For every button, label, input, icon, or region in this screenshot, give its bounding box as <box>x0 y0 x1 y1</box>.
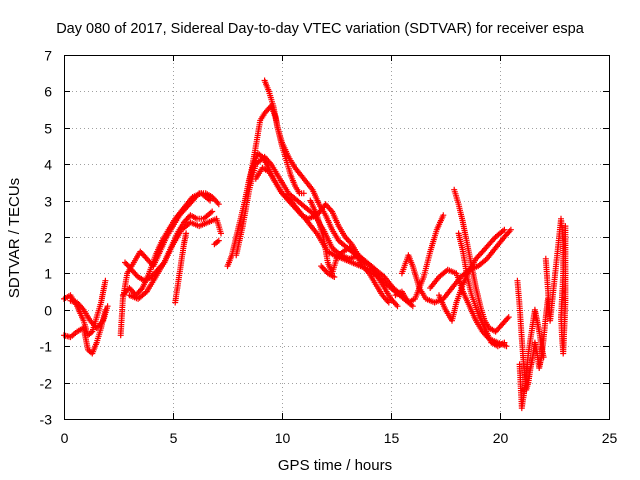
series-track-17 <box>392 212 447 306</box>
series-track-8 <box>172 230 190 306</box>
series-track-16 <box>318 263 338 280</box>
data-point <box>540 354 547 361</box>
data-point <box>215 201 222 208</box>
data-point <box>503 343 510 350</box>
series-track-24 <box>516 306 547 412</box>
data-point <box>501 339 508 346</box>
data-point <box>562 223 569 230</box>
data-point <box>300 190 307 197</box>
data-point <box>385 299 392 306</box>
x-tick-label: 10 <box>275 430 291 446</box>
data-point <box>409 303 416 310</box>
y-tick-label: 7 <box>44 48 52 64</box>
x-axis-label: GPS time / hours <box>278 457 392 474</box>
data-point <box>104 303 111 310</box>
y-axis-label: SDTVAR / TECUs <box>6 178 23 298</box>
axis-ticks: 0 5 10 15 20 25 -3 -2 -1 0 1 2 3 4 5 6 7 <box>40 48 618 447</box>
series-track-5 <box>119 190 214 299</box>
y-tick-label: -1 <box>40 339 53 355</box>
series-track-6 <box>122 208 216 284</box>
data-point <box>440 212 447 219</box>
y-tick-label: 4 <box>44 157 52 173</box>
series-track-25 <box>542 215 569 357</box>
chart-title: Day 080 of 2017, Sidereal Day-to-day VTE… <box>56 21 585 37</box>
series-track-14 <box>252 164 401 310</box>
y-tick-label: 2 <box>44 230 52 246</box>
data-point <box>505 314 512 321</box>
series-track-13 <box>261 77 307 197</box>
series-track-18 <box>398 226 514 306</box>
x-tick-label: 15 <box>384 430 400 446</box>
series-track-3 <box>67 297 111 331</box>
grid <box>64 55 609 419</box>
data-point <box>331 274 338 280</box>
data-point <box>183 230 190 237</box>
series-track-4 <box>117 190 222 339</box>
x-tick-label: 25 <box>602 430 618 446</box>
series-track-7 <box>126 215 224 302</box>
y-tick-label: 3 <box>44 194 52 210</box>
data-point <box>507 226 514 233</box>
y-tick-label: 6 <box>44 84 52 100</box>
data-point <box>501 226 508 233</box>
y-tick-label: 0 <box>44 303 52 319</box>
series-track-9 <box>211 237 222 248</box>
data-point <box>218 230 224 237</box>
data-point <box>215 237 222 244</box>
x-tick-label: 20 <box>493 430 509 446</box>
y-tick-label: 1 <box>44 266 52 282</box>
x-tick-label: 5 <box>170 430 178 446</box>
data-point <box>394 303 401 310</box>
data-point <box>207 197 214 204</box>
x-tick-label: 0 <box>61 430 69 446</box>
y-tick-label: -3 <box>40 412 53 428</box>
data-series <box>61 77 569 412</box>
series-track-22 <box>455 230 508 350</box>
data-point <box>102 277 109 284</box>
data-point <box>209 208 216 215</box>
y-tick-label: -2 <box>40 376 53 392</box>
series-track-21 <box>451 186 512 335</box>
y-tick-label: 5 <box>44 121 52 137</box>
